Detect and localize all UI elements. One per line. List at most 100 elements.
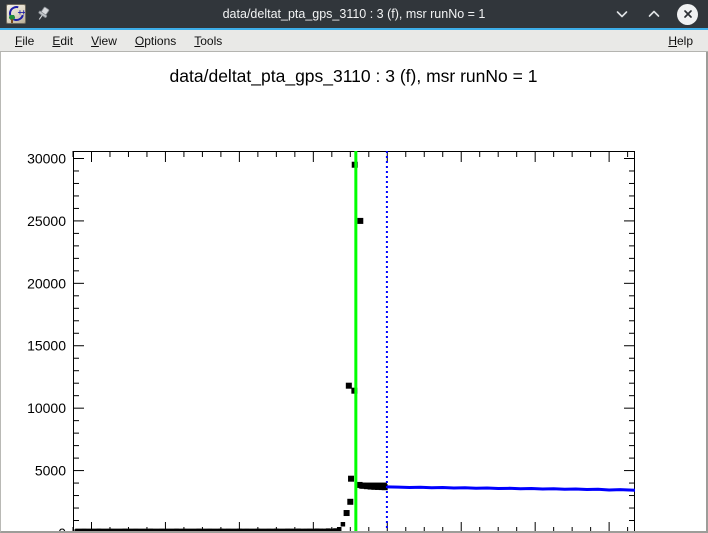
menu-mnemonic: E — [52, 33, 61, 48]
data-marker — [74, 529, 79, 531]
data-marker — [211, 529, 216, 531]
data-marker — [307, 528, 312, 531]
data-marker — [144, 529, 150, 531]
titlebar-left-icons: ++ — [0, 4, 52, 24]
data-marker — [196, 528, 201, 531]
menu-item-help[interactable]: Help — [659, 32, 702, 50]
minimize-button[interactable] — [613, 5, 631, 23]
root-cplusplus-icon: ++ — [6, 4, 26, 24]
data-marker — [285, 528, 290, 531]
data-marker — [122, 528, 128, 531]
y-axis-tick-label: 5000 — [35, 463, 66, 479]
data-marker — [96, 528, 102, 531]
data-marker — [345, 382, 352, 389]
menu-item-edit[interactable]: Edit — [43, 32, 82, 50]
data-marker — [292, 529, 298, 531]
menu-rest: elp — [676, 33, 693, 48]
y-axis-tick-label: 25000 — [27, 213, 66, 229]
data-marker — [348, 475, 355, 482]
menu-item-view[interactable]: View — [82, 32, 126, 50]
plot-canvas[interactable]: data/deltat_pta_gps_3110 : 3 (f), msr ru… — [0, 52, 708, 533]
data-marker — [126, 529, 131, 531]
y-axis-tick-label: 15000 — [27, 338, 66, 354]
data-marker — [288, 528, 294, 531]
data-marker — [329, 528, 335, 531]
chevron-down-icon — [616, 11, 628, 18]
pin-icon[interactable] — [34, 5, 52, 23]
data-marker — [325, 528, 331, 531]
data-marker — [163, 529, 168, 531]
data-marker — [155, 529, 161, 531]
maximize-button[interactable] — [645, 5, 663, 23]
data-marker — [104, 529, 109, 531]
data-marker — [233, 529, 238, 531]
data-marker — [85, 529, 91, 531]
data-marker — [222, 529, 227, 531]
chevron-up-icon — [648, 10, 660, 17]
menu-item-file[interactable]: File — [6, 32, 43, 50]
data-marker — [357, 217, 364, 224]
data-marker — [299, 529, 305, 531]
data-marker — [281, 529, 286, 531]
data-marker — [89, 529, 94, 531]
data-marker — [189, 529, 194, 531]
data-marker — [237, 528, 242, 531]
data-marker — [266, 528, 272, 531]
data-marker — [181, 528, 187, 531]
data-marker — [137, 529, 142, 531]
data-marker — [314, 528, 320, 531]
titlebar: ++ data/deltat_pta_gps_3110 : 3 (f), msr… — [0, 0, 708, 30]
data-marker — [229, 529, 235, 531]
data-marker — [311, 529, 316, 531]
data-marker — [226, 528, 231, 531]
menu-mnemonic: F — [15, 33, 23, 48]
data-marker — [333, 528, 338, 531]
menu-rest: dit — [60, 33, 74, 48]
data-marker — [274, 528, 279, 531]
data-marker — [248, 529, 253, 531]
plot-svg: 0500010000150002000025000300001802002202… — [27, 150, 635, 533]
menu-item-options[interactable]: Options — [126, 32, 185, 50]
data-marker — [347, 498, 354, 505]
data-marker — [263, 529, 268, 531]
menu-mnemonic: O — [134, 33, 145, 48]
data-marker — [133, 528, 139, 531]
menu-rest: ools — [200, 33, 223, 48]
data-marker — [207, 528, 213, 531]
data-marker — [251, 529, 257, 531]
data-marker — [115, 529, 120, 531]
data-marker — [218, 528, 224, 531]
data-marker — [303, 528, 309, 531]
data-marker — [148, 528, 153, 531]
data-marker — [174, 528, 179, 531]
menu-rest: ile — [22, 33, 35, 48]
data-marker — [244, 528, 250, 531]
close-icon — [683, 10, 692, 18]
data-marker — [141, 529, 146, 531]
data-marker — [340, 522, 346, 527]
data-marker — [152, 529, 157, 531]
data-marker — [81, 528, 87, 531]
close-button[interactable] — [677, 3, 698, 25]
y-axis-tick-label: 10000 — [27, 400, 66, 416]
data-marker — [203, 529, 209, 531]
menu-mnemonic: T — [194, 33, 201, 48]
menu-rest: iew — [98, 33, 117, 48]
data-marker — [277, 529, 283, 531]
data-marker — [129, 529, 135, 531]
data-marker — [118, 529, 124, 531]
menu-item-tools[interactable]: Tools — [185, 32, 231, 50]
data-marker — [100, 529, 105, 531]
y-axis-tick-label: 20000 — [27, 275, 66, 291]
data-marker — [107, 528, 113, 531]
data-layer — [74, 151, 635, 531]
y-axis-tick-label: 0 — [58, 525, 66, 533]
data-marker — [259, 529, 264, 531]
data-marker — [111, 529, 116, 531]
data-marker — [166, 529, 172, 531]
data-marker — [177, 529, 183, 531]
data-marker — [185, 529, 190, 531]
data-marker — [336, 527, 342, 531]
data-marker — [343, 510, 350, 517]
